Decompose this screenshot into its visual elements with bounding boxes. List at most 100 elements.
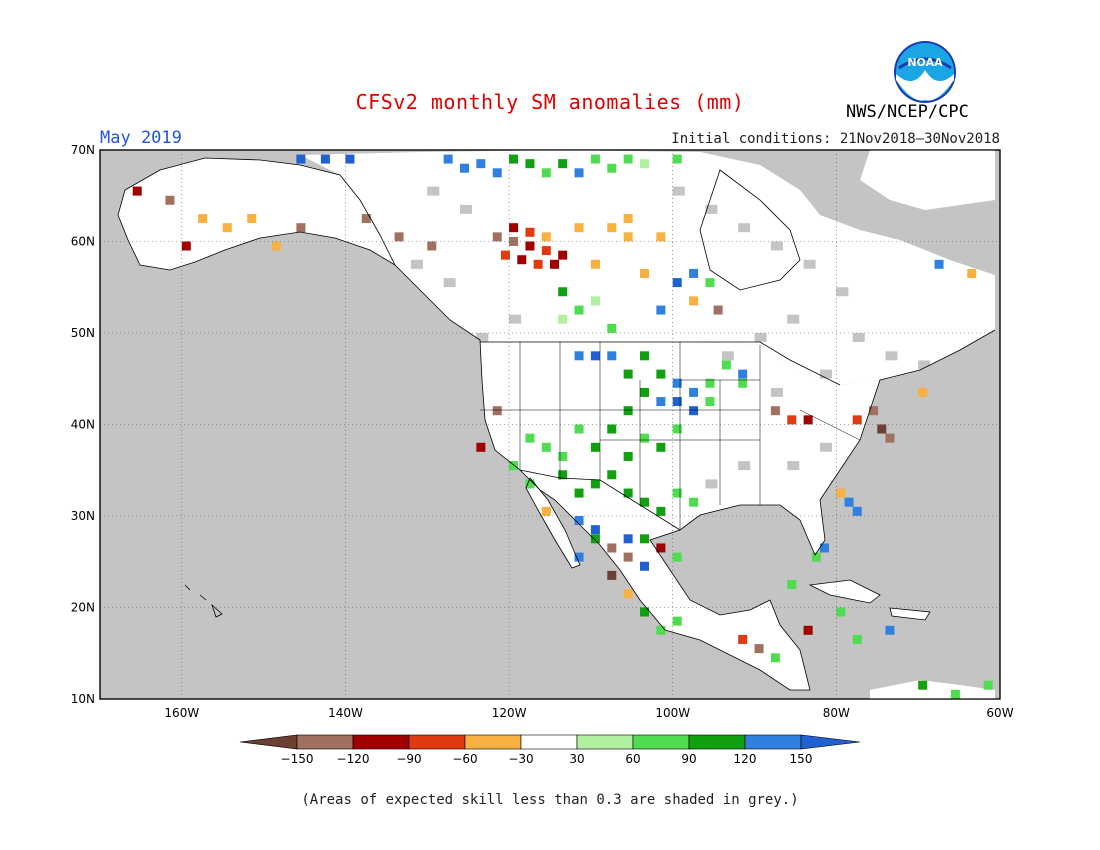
anomaly-cell: [640, 534, 649, 544]
anomaly-cell: [590, 479, 600, 489]
anomaly-cell: [525, 433, 535, 443]
anomaly-cell: [836, 607, 846, 617]
legend-swatch: [464, 734, 522, 750]
legend-swatch: [520, 734, 578, 750]
legend-swatch: [632, 734, 690, 750]
anomaly-cell: [525, 241, 535, 251]
anomaly-cell: [181, 241, 191, 251]
anomaly-cell: [590, 259, 600, 269]
legend-swatch: [688, 734, 746, 750]
anomaly-cell: [574, 223, 584, 233]
low-skill-cell: [770, 241, 783, 251]
legend-tick: 90: [681, 752, 696, 766]
anomaly-cell: [672, 154, 682, 164]
anomaly-cell: [672, 616, 682, 626]
map-border: [99, 149, 1001, 700]
anomaly-cell: [877, 424, 887, 434]
anomaly-cell: [672, 378, 682, 388]
anomaly-cell: [689, 268, 699, 278]
anomaly-cell: [656, 305, 666, 315]
anomaly-cell: [672, 278, 682, 288]
anomaly-cell: [689, 406, 699, 416]
agency-label: NWS/NCEP/CPC: [846, 102, 969, 122]
anomaly-cell: [607, 570, 617, 580]
anomaly-cells: [132, 154, 993, 699]
legend-swatch: [296, 734, 354, 750]
anomaly-cell: [656, 397, 666, 407]
anomaly-cell: [533, 259, 543, 269]
anomaly-cell: [509, 223, 519, 233]
legend-arrow-left: [239, 734, 298, 750]
low-skill-cell: [509, 314, 522, 324]
lon-label: 60W: [986, 706, 1013, 720]
anomaly-cell: [852, 415, 862, 425]
anomaly-cell: [558, 470, 568, 480]
anomaly-cell: [541, 168, 551, 178]
anomaly-cell: [787, 415, 797, 425]
legend-swatch: [576, 734, 634, 750]
us-canada-border: [480, 341, 841, 386]
anomaly-cell: [590, 296, 600, 306]
caribbean-coast: [808, 579, 931, 621]
anomaly-cell: [132, 186, 142, 196]
anomaly-cell: [492, 232, 502, 242]
low-skill-cell: [787, 314, 800, 324]
longitude-labels: 160W 140W 120W 100W 80W 60W: [164, 706, 1013, 720]
anomaly-cell: [721, 360, 731, 370]
anomaly-cell: [950, 689, 960, 699]
anomaly-cell: [558, 159, 568, 169]
coastlines-and-borders: [117, 157, 996, 691]
lon-label: 80W: [823, 706, 850, 720]
anomaly-cell: [852, 506, 862, 516]
greenland-landmass: [860, 150, 995, 210]
anomaly-cell: [296, 154, 306, 164]
anomaly-cell: [541, 246, 551, 256]
anomaly-cell: [320, 154, 330, 164]
anomaly-cell: [623, 451, 633, 461]
anomaly-cell: [770, 653, 780, 663]
low-skill-cell: [787, 461, 800, 471]
anomaly-cell: [640, 433, 649, 443]
legend-tick: 150: [790, 752, 813, 766]
anomaly-cell: [623, 488, 633, 498]
anomaly-cell: [558, 287, 568, 297]
anomaly-cell: [550, 259, 559, 269]
anomaly-cell: [590, 154, 600, 164]
low-skill-cell: [672, 186, 685, 196]
lat-label: 10N: [71, 692, 95, 706]
anomaly-cell: [640, 387, 649, 397]
anomaly-cell: [656, 369, 666, 379]
legend-tick: −120: [337, 752, 370, 766]
initial-conditions-label: Initial conditions: 21Nov2018—30Nov2018: [671, 131, 1000, 147]
low-skill-cell: [754, 333, 767, 342]
legend-tick: −150: [281, 752, 314, 766]
anomaly-cell: [623, 232, 633, 242]
anomaly-cell: [607, 323, 617, 333]
anomaly-cell: [460, 163, 469, 173]
anomaly-cell: [640, 607, 649, 617]
anomaly-cell: [222, 223, 232, 233]
anomaly-cell: [844, 497, 854, 507]
low-skill-cell: [885, 351, 898, 361]
anomaly-cell: [476, 159, 486, 169]
anomaly-cell: [525, 159, 535, 169]
anomaly-cell: [574, 168, 584, 178]
noaa-logo: NOAA: [894, 41, 956, 103]
anomaly-cell: [656, 442, 666, 452]
anomaly-cell: [811, 552, 821, 562]
hudson-bay-coast: [699, 169, 801, 291]
valid-month-label: May 2019: [100, 128, 182, 148]
anomaly-cell: [345, 154, 355, 164]
anomaly-cell: [967, 268, 977, 278]
anomaly-cell: [672, 424, 682, 434]
noaa-logo-text: NOAA: [907, 56, 943, 69]
anomaly-cell: [590, 351, 600, 361]
anomaly-cell: [165, 195, 175, 205]
anomaly-cell: [607, 424, 617, 434]
anomaly-cell: [640, 159, 649, 169]
usa-landmass: [480, 340, 880, 555]
anomaly-cell: [640, 561, 649, 571]
alaska-landmass: [118, 158, 395, 270]
anomaly-cell: [558, 451, 568, 461]
low-skill-cell: [427, 186, 440, 196]
